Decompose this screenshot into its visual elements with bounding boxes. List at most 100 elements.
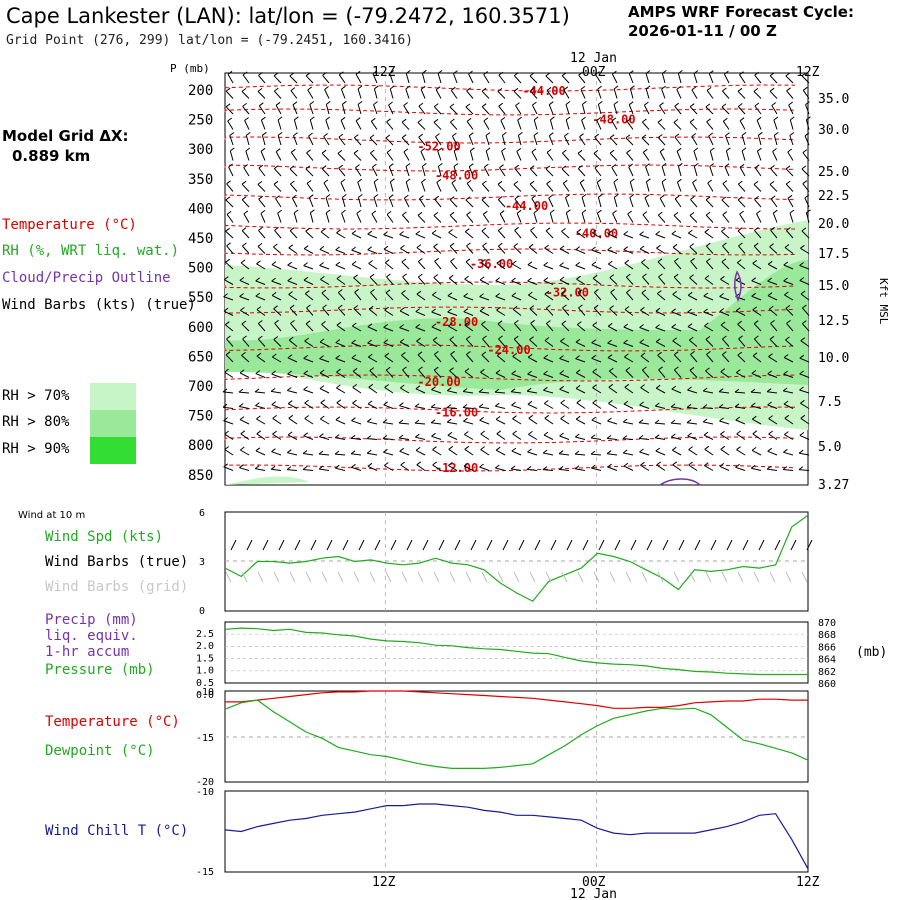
- wind-barb-flag: [514, 226, 519, 231]
- wind-barb-flag: [516, 209, 522, 214]
- wind-barb: [656, 464, 666, 471]
- wind-barb: [687, 422, 698, 425]
- wind-barb-flag: [290, 87, 296, 91]
- wind-barb: [260, 120, 266, 130]
- wind-barb: [384, 309, 394, 316]
- wind-barb-flag: [597, 85, 603, 90]
- wind-barb-flag: [768, 353, 773, 358]
- wind-barb: [783, 264, 794, 270]
- wind-barb: [483, 74, 490, 84]
- wind-barb: [293, 135, 298, 146]
- wind-barb-flag: [418, 366, 423, 371]
- wind-barb-flag: [770, 226, 775, 231]
- wind10m-barb-true: [326, 539, 333, 551]
- wind-barb-flag: [514, 195, 520, 200]
- wind-barb: [245, 150, 250, 161]
- wind-barb-flag: [227, 117, 232, 122]
- wind-barb-flag: [703, 431, 709, 436]
- wind-barb: [483, 120, 490, 130]
- wind-barb-flag: [399, 402, 404, 407]
- wind-barb: [559, 358, 570, 363]
- wind-barb-flag: [255, 370, 261, 375]
- wind-barb-flag: [464, 445, 470, 450]
- wind-barb: [417, 214, 426, 223]
- wind-barb-flag: [351, 463, 356, 468]
- wind-barb: [658, 369, 666, 378]
- wind-barb: [465, 261, 474, 270]
- wind-barb-flag: [271, 401, 277, 406]
- wind-barb-flag: [462, 388, 468, 392]
- wind-barb-flag: [273, 305, 278, 310]
- wind-barb-flag: [303, 245, 309, 250]
- wind-barb: [501, 135, 506, 146]
- wind-barb-flag: [800, 290, 806, 295]
- cloud-outline: [659, 478, 701, 486]
- wind-barb-flag: [483, 117, 489, 122]
- wind-barb-flag: [724, 70, 729, 75]
- wind-barb: [495, 467, 506, 471]
- wind-barb-flag: [496, 352, 502, 357]
- wind-barb: [318, 453, 330, 456]
- wind-barb: [529, 308, 538, 316]
- wind-barb-flag: [431, 291, 437, 296]
- wind-barb: [721, 354, 730, 363]
- wind-barb-flag: [482, 210, 488, 215]
- wind-barb-flag: [335, 246, 341, 251]
- wind-barb: [478, 391, 490, 394]
- wind-barb: [223, 310, 234, 316]
- wind-barb: [673, 215, 682, 223]
- wind10m-barb-true: [454, 539, 461, 551]
- wind-barb-flag: [239, 276, 245, 281]
- wind-barb: [548, 197, 554, 208]
- wind-barb: [783, 280, 794, 285]
- wind-barb-flag: [437, 70, 443, 74]
- wind-barb-flag: [254, 388, 260, 393]
- wind-barb: [799, 280, 810, 285]
- wind-barb-flag: [542, 466, 548, 471]
- wind-barb: [357, 104, 362, 115]
- wind-barb: [418, 369, 426, 378]
- wind-barb-flag: [628, 70, 634, 75]
- wind-barb: [274, 230, 282, 239]
- wind-barb: [261, 135, 266, 146]
- wind-barb: [384, 262, 394, 270]
- wind-barb: [754, 230, 762, 239]
- wind-barb: [434, 198, 442, 208]
- wind-barb: [751, 467, 762, 471]
- wind-barb-flag: [319, 338, 325, 343]
- wind-barb-flag: [559, 245, 565, 250]
- wind10m-barb-true: [742, 539, 749, 551]
- wind-barb-flag: [494, 402, 500, 407]
- pressure-tick-label: 250: [188, 113, 213, 129]
- wind-barb-flag: [641, 289, 647, 294]
- wind-barb: [787, 151, 794, 161]
- wind-barb: [514, 167, 522, 177]
- wind-barb-flag: [597, 209, 602, 214]
- wind-barb: [576, 324, 586, 332]
- wind-barb: [273, 339, 282, 347]
- wind-barb: [260, 213, 266, 223]
- wind-barb: [657, 121, 666, 130]
- wind-barb-flag: [562, 149, 567, 154]
- pressure-tick-label: 400: [188, 201, 213, 217]
- wind-barb-flag: [336, 384, 341, 389]
- wind-barb-flag: [256, 430, 262, 435]
- wind-barb: [609, 308, 618, 316]
- wind-barb-flag: [414, 403, 420, 408]
- wind-barb-flag: [223, 417, 228, 422]
- wind-barb-flag: [786, 227, 791, 231]
- wind-barb-flag: [308, 194, 314, 199]
- wind-barb: [382, 438, 394, 440]
- legend-wind-barbs-true: Wind Barbs (true): [45, 554, 189, 570]
- wind-barb: [288, 339, 298, 347]
- wind-barb-flag: [304, 337, 309, 342]
- wind-barb: [629, 88, 634, 99]
- wind-barb: [367, 233, 378, 239]
- wind-barb: [367, 326, 378, 332]
- wind-barb: [752, 418, 762, 425]
- forecast-cycle-value: 2026-01-11 / 00 Z: [628, 22, 777, 40]
- wind-barb-flag: [224, 446, 229, 450]
- wind-barb-flag: [806, 209, 811, 214]
- legend-temperature-2m: Temperature (°C): [45, 714, 180, 730]
- wind-barb: [384, 465, 394, 471]
